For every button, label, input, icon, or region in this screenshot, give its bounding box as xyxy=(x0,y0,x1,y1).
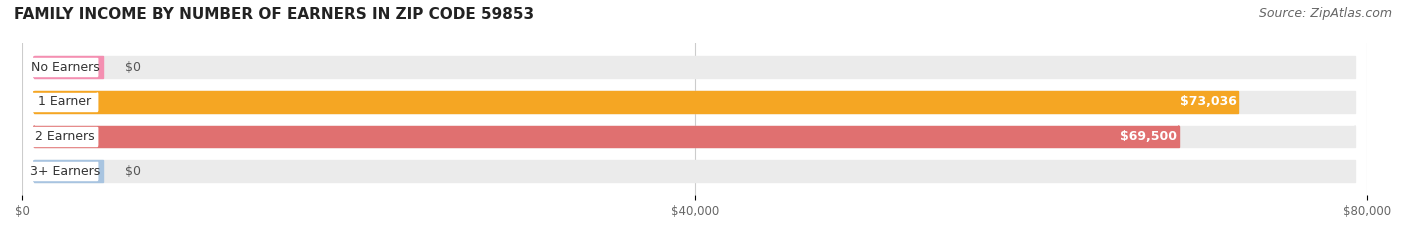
FancyBboxPatch shape xyxy=(32,93,97,111)
FancyBboxPatch shape xyxy=(34,56,103,78)
Text: $0: $0 xyxy=(125,61,141,74)
Text: 2 Earners: 2 Earners xyxy=(35,130,94,143)
FancyBboxPatch shape xyxy=(32,58,97,76)
FancyBboxPatch shape xyxy=(34,160,103,182)
Text: 1 Earner: 1 Earner xyxy=(38,95,91,108)
Text: 3+ Earners: 3+ Earners xyxy=(30,164,100,178)
Text: Source: ZipAtlas.com: Source: ZipAtlas.com xyxy=(1258,7,1392,20)
FancyBboxPatch shape xyxy=(34,160,1355,182)
FancyBboxPatch shape xyxy=(34,91,1355,113)
Text: No Earners: No Earners xyxy=(31,61,100,74)
FancyBboxPatch shape xyxy=(34,56,1355,78)
Text: $73,036: $73,036 xyxy=(1180,95,1236,108)
FancyBboxPatch shape xyxy=(34,91,1239,113)
Text: $0: $0 xyxy=(125,164,141,178)
FancyBboxPatch shape xyxy=(32,127,97,146)
Text: $69,500: $69,500 xyxy=(1121,130,1177,143)
FancyBboxPatch shape xyxy=(34,126,1178,147)
FancyBboxPatch shape xyxy=(32,162,97,180)
Text: FAMILY INCOME BY NUMBER OF EARNERS IN ZIP CODE 59853: FAMILY INCOME BY NUMBER OF EARNERS IN ZI… xyxy=(14,7,534,22)
FancyBboxPatch shape xyxy=(34,126,1355,147)
